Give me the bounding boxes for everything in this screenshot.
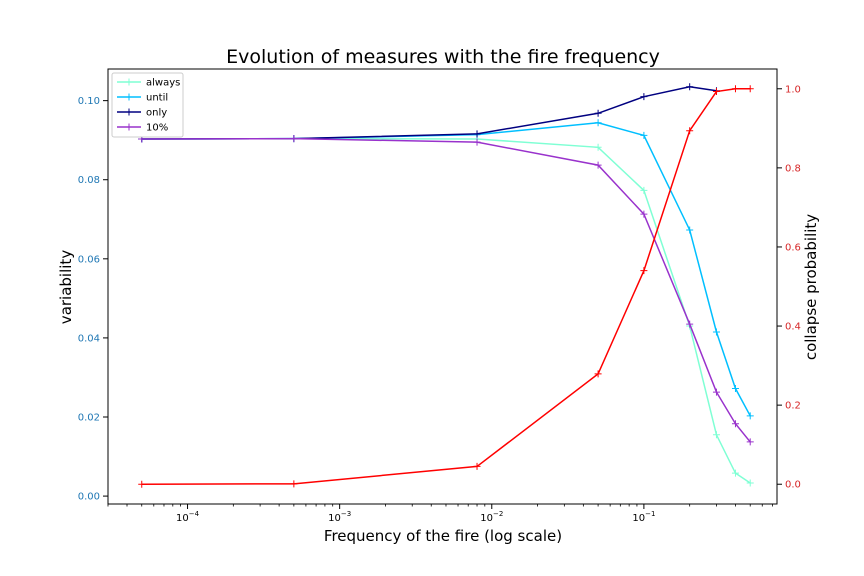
series-group [138,83,754,488]
legend-marker [125,123,133,131]
data-point [746,438,754,446]
series-line [141,137,751,484]
data-point [594,370,602,378]
data-point [640,210,648,218]
data-point [473,138,481,146]
y-right-tick-label: 0.2 [785,401,801,412]
y-left-tick-label: 0.00 [78,492,100,503]
data-point [594,119,602,127]
data-point [594,109,602,117]
data-point [686,127,694,135]
legend-label: until [146,93,168,104]
data-point [746,85,754,93]
series-line [141,88,751,485]
data-point [731,85,739,93]
legend-label: 10% [146,123,168,134]
legend-marker [125,78,133,86]
data-point [731,420,739,428]
series-only [138,83,720,143]
y-axis-left-title: variability [57,250,75,325]
y-right-tick-label: 0.4 [785,322,801,333]
legend-marker [125,93,133,101]
legend-item: 10% [117,123,168,134]
data-point [290,135,298,143]
legend-item: until [117,93,168,104]
y-right-tick-label: 0.6 [785,242,801,253]
data-point [473,130,481,138]
y-left-tick-label: 0.06 [78,254,100,265]
data-point [640,186,648,194]
data-point [686,320,694,328]
data-point [686,83,694,91]
y-right-tick-label: 1.0 [785,84,801,95]
data-point [473,462,481,470]
x-tick-base: 10 [480,513,493,524]
x-tick-base: 10 [328,513,341,524]
y-right-tick-label: 0.0 [785,480,801,491]
x-tick-label: 10−3 [328,510,351,524]
x-axis: 10−4 10−3 10−2 10−1 [107,504,773,524]
legend-item: always [117,78,180,89]
data-point [712,88,720,96]
x-tick-base: 10 [632,513,645,524]
x-axis-title: Frequency of the fire (log scale) [324,527,562,545]
legend: always until only 10% [111,72,184,138]
x-tick-exponent: −2 [493,510,503,518]
series-line [141,137,751,443]
y-left-tick-label: 0.04 [78,333,100,344]
x-tick-label: 10−4 [176,510,200,524]
data-point [712,388,720,396]
legend-marker [125,108,133,116]
x-tick-label: 10−1 [632,510,655,524]
data-point [138,480,146,488]
x-tick-base: 10 [176,513,189,524]
y-axis-right-title: collapse probability [802,214,820,360]
data-point [594,143,602,151]
x-tick-exponent: −4 [189,510,200,518]
y-left-tick-label: 0.10 [78,96,100,107]
data-point [640,267,648,275]
legend-box [111,72,184,138]
legend-label: always [146,78,180,89]
data-point [712,328,720,336]
data-point [686,226,694,234]
data-point [712,431,720,439]
series-always [138,135,754,487]
y-left-tick-label: 0.02 [78,413,100,424]
y-axis-left: 0.00 0.02 0.04 0.06 0.08 0.10 [78,96,108,503]
y-left-tick-label: 0.08 [78,175,100,186]
legend-label: only [146,108,167,119]
data-point [746,412,754,420]
plot-frame [107,68,778,505]
y-axis-right: 0.0 0.2 0.4 0.6 0.8 1.0 [777,84,801,491]
data-point [640,131,648,139]
data-point [731,385,739,393]
plot-area [107,68,778,505]
data-point [594,161,602,169]
x-tick-exponent: −1 [645,510,655,518]
legend-item: only [117,108,167,119]
x-tick-exponent: −3 [341,510,351,518]
series-line [141,122,751,417]
data-point [746,479,754,487]
series-right [138,85,754,488]
chart-title: Evolution of measures with the fire freq… [226,46,660,68]
data-point [731,469,739,477]
data-point [640,93,648,101]
data-point [290,480,298,488]
y-right-tick-label: 0.8 [785,163,801,174]
series-10pct [138,135,754,446]
series-until [138,119,754,420]
x-tick-label: 10−2 [480,510,503,524]
